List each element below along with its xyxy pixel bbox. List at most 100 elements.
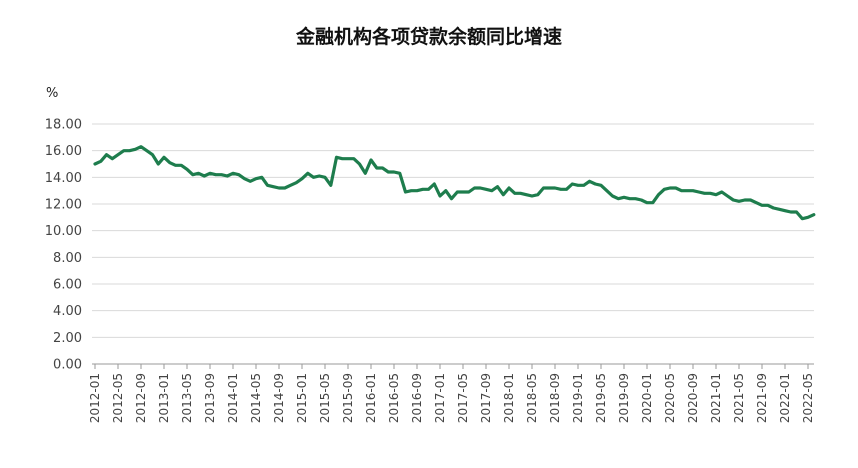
- x-tick-label: 2019-01: [571, 373, 585, 423]
- data-point: [232, 172, 235, 175]
- data-point: [128, 149, 131, 152]
- data-point: [329, 184, 332, 187]
- data-point: [738, 200, 741, 203]
- data-point: [513, 192, 516, 195]
- data-point: [743, 199, 746, 202]
- data-point: [519, 192, 522, 195]
- data-point: [255, 177, 258, 180]
- x-tick-label: 2016-09: [410, 373, 424, 423]
- y-axis-unit-label: %: [46, 86, 59, 101]
- data-point: [657, 193, 660, 196]
- x-tick-label: 2016-05: [387, 373, 401, 423]
- data-point: [318, 175, 321, 178]
- x-tick-label: 2021-09: [755, 373, 769, 423]
- x-tick-label: 2016-01: [364, 373, 378, 423]
- x-tick-label: 2013-05: [180, 373, 194, 423]
- y-tick-label: 10.00: [45, 224, 82, 239]
- data-point: [197, 172, 200, 175]
- x-tick-label: 2020-09: [686, 373, 700, 423]
- data-point: [99, 160, 102, 163]
- data-point: [283, 187, 286, 190]
- data-point: [421, 188, 424, 191]
- data-point: [117, 153, 120, 156]
- x-tick-label: 2015-05: [318, 373, 332, 423]
- data-point: [594, 183, 597, 186]
- data-point: [571, 183, 574, 186]
- data-point: [640, 199, 643, 202]
- data-point: [651, 201, 654, 204]
- data-point: [525, 193, 528, 196]
- y-tick-label: 6.00: [53, 278, 82, 293]
- data-point: [145, 149, 148, 152]
- data-point: [720, 191, 723, 194]
- data-point: [427, 188, 430, 191]
- x-tick-label: 2012-05: [111, 373, 125, 423]
- y-tick-label: 14.00: [45, 171, 82, 186]
- data-point: [479, 187, 482, 190]
- data-point: [433, 183, 436, 186]
- data-point: [416, 189, 419, 192]
- data-point: [272, 185, 275, 188]
- data-point: [163, 156, 166, 159]
- data-point: [174, 164, 177, 167]
- data-point: [789, 211, 792, 214]
- x-tick-label: 2020-01: [640, 373, 654, 423]
- data-point: [605, 189, 608, 192]
- x-tick-label: 2017-01: [433, 373, 447, 423]
- data-point: [381, 167, 384, 170]
- data-point: [94, 163, 97, 166]
- data-point: [674, 187, 677, 190]
- data-point: [450, 197, 453, 200]
- x-tick-label: 2021-01: [709, 373, 723, 423]
- data-point: [214, 173, 217, 176]
- x-tick-label: 2019-09: [617, 373, 631, 423]
- data-point: [761, 204, 764, 207]
- data-point: [393, 171, 396, 174]
- data-point: [467, 191, 470, 194]
- data-point: [485, 188, 488, 191]
- data-point: [772, 207, 775, 210]
- data-point: [324, 176, 327, 179]
- x-tick-label: 2018-09: [548, 373, 562, 423]
- data-point: [289, 184, 292, 187]
- x-tick-label: 2015-01: [295, 373, 309, 423]
- data-point: [473, 187, 476, 190]
- y-tick-label: 16.00: [45, 144, 82, 159]
- x-tick-label: 2014-05: [249, 373, 263, 423]
- data-point: [157, 163, 160, 166]
- x-tick-label: 2019-05: [594, 373, 608, 423]
- data-point: [387, 171, 390, 174]
- data-point: [404, 191, 407, 194]
- data-point: [703, 192, 706, 195]
- data-point: [335, 156, 338, 159]
- data-point: [375, 167, 378, 170]
- x-tick-label: 2014-09: [272, 373, 286, 423]
- data-point: [301, 177, 304, 180]
- x-tick-label: 2018-01: [502, 373, 516, 423]
- y-tick-label: 4.00: [53, 304, 82, 319]
- data-point: [341, 157, 344, 160]
- data-point: [646, 201, 649, 204]
- x-tick-label: 2012-09: [134, 373, 148, 423]
- data-point: [191, 173, 194, 176]
- data-point: [784, 209, 787, 212]
- data-point: [548, 187, 551, 190]
- data-point: [220, 173, 223, 176]
- data-point: [134, 148, 137, 151]
- data-point: [600, 184, 603, 187]
- data-point: [795, 211, 798, 214]
- chart-title: 金融机构各项贷款余额同比增速: [295, 26, 562, 48]
- data-point: [312, 176, 315, 179]
- data-point: [410, 189, 413, 192]
- x-tick-label: 2012-01: [88, 373, 102, 423]
- data-point: [370, 159, 373, 162]
- data-point: [496, 185, 499, 188]
- data-point: [347, 157, 350, 160]
- data-point: [456, 191, 459, 194]
- data-point: [260, 176, 263, 179]
- data-point: [226, 175, 229, 178]
- data-point: [186, 168, 189, 171]
- data-point: [663, 188, 666, 191]
- x-tick-label: 2022-01: [778, 373, 792, 423]
